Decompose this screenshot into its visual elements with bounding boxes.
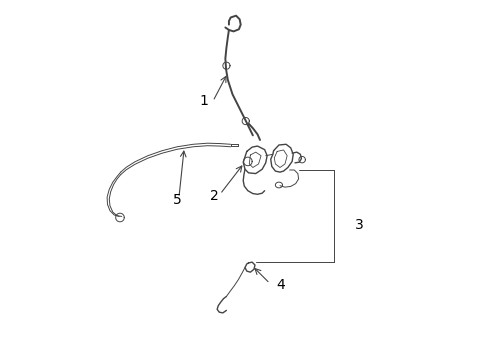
Text: 5: 5 (173, 193, 181, 207)
Text: 4: 4 (276, 278, 285, 292)
Text: 1: 1 (199, 94, 208, 108)
Text: 2: 2 (210, 189, 219, 203)
Text: 3: 3 (355, 218, 364, 231)
